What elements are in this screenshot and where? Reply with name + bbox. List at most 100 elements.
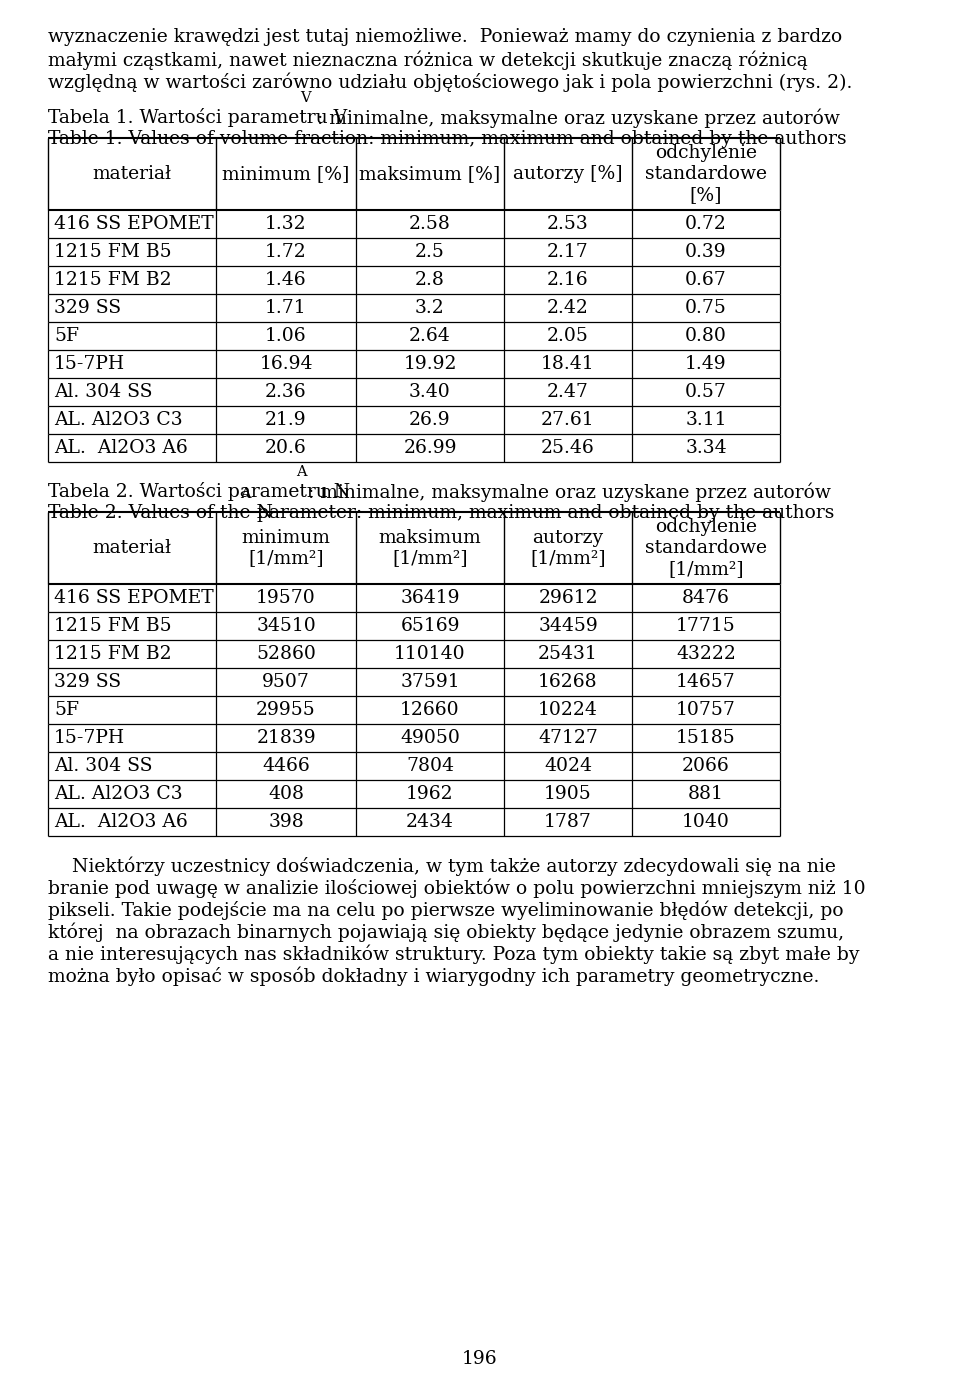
Text: branie pod uwagę w analizie ilościowej obiektów o polu powierzchni mniejszym niż: branie pod uwagę w analizie ilościowej o… [48,879,866,898]
Text: 4466: 4466 [262,757,310,775]
Text: 110140: 110140 [395,644,466,662]
Text: 25.46: 25.46 [541,439,595,457]
Text: 49050: 49050 [400,728,460,746]
Text: autorzy [%]: autorzy [%] [514,165,623,183]
Text: 0.57: 0.57 [685,383,727,401]
Text: 2.53: 2.53 [547,215,588,233]
Text: 18.41: 18.41 [541,355,595,373]
Text: 1.72: 1.72 [265,242,307,262]
Text: AL.  Al2O3 A6: AL. Al2O3 A6 [54,439,188,457]
Text: 65169: 65169 [400,617,460,635]
Text: Table 1. Values of volume fraction: minimum, maximum and obtained by the authors: Table 1. Values of volume fraction: mini… [48,129,847,147]
Text: Tabela 1. Wartości parametru V: Tabela 1. Wartości parametru V [48,107,348,127]
Text: 5F: 5F [54,326,79,346]
Text: 16268: 16268 [539,673,598,691]
Text: 0.80: 0.80 [685,326,727,346]
Text: 52860: 52860 [256,644,316,662]
Text: 0.67: 0.67 [685,271,727,289]
Text: 1787: 1787 [544,812,592,830]
Text: AL.  Al2O3 A6: AL. Al2O3 A6 [54,812,188,830]
Text: 1.46: 1.46 [265,271,307,289]
Text: 2.17: 2.17 [547,242,588,262]
Text: 8476: 8476 [682,589,730,607]
Text: 16.94: 16.94 [259,355,313,373]
Text: 2.64: 2.64 [409,326,451,346]
Text: AL. Al2O3 C3: AL. Al2O3 C3 [54,785,182,803]
Text: 36419: 36419 [400,589,460,607]
Text: materiał: materiał [92,165,172,183]
Text: A: A [296,465,306,479]
Text: 2.47: 2.47 [547,383,588,401]
Text: materiał: materiał [92,538,172,558]
Text: 1962: 1962 [406,785,454,803]
Text: 2.05: 2.05 [547,326,588,346]
Text: 2.16: 2.16 [547,271,588,289]
Text: Al. 304 SS: Al. 304 SS [54,757,153,775]
Text: parameter: minimum, maximum and obtained by the authors: parameter: minimum, maximum and obtained… [251,504,834,522]
Text: 398: 398 [268,812,304,830]
Text: 19570: 19570 [256,589,316,607]
Text: 34510: 34510 [256,617,316,635]
Text: Niektórzy uczestnicy doświadczenia, w tym także autorzy zdecydowali się na nie: Niektórzy uczestnicy doświadczenia, w ty… [48,856,836,876]
Text: Al. 304 SS: Al. 304 SS [54,383,153,401]
Text: 17715: 17715 [676,617,736,635]
Text: 2.36: 2.36 [265,383,307,401]
Text: Table 2. Values of the N: Table 2. Values of the N [48,504,273,522]
Text: 15-7PH: 15-7PH [54,728,125,746]
Text: a nie interesujących nas składników struktury. Poza tym obiekty takie są zbyt ma: a nie interesujących nas składników stru… [48,945,859,964]
Text: odchylenie
standardowe
[%]: odchylenie standardowe [%] [645,145,767,204]
Text: 19.92: 19.92 [403,355,457,373]
Text: 43222: 43222 [676,644,736,662]
Text: 1.32: 1.32 [265,215,307,233]
Text: 1215 FM B5: 1215 FM B5 [54,242,172,262]
Text: 0.75: 0.75 [685,299,727,317]
Text: 2434: 2434 [406,812,454,830]
Text: 27.61: 27.61 [541,410,595,430]
Text: 26.9: 26.9 [409,410,451,430]
Text: 47127: 47127 [538,728,598,746]
Text: maksimum [%]: maksimum [%] [359,165,500,183]
Text: można było opisać w sposób dokładny i wiarygodny ich parametry geometryczne.: można było opisać w sposób dokładny i wi… [48,967,820,986]
Text: AL. Al2O3 C3: AL. Al2O3 C3 [54,410,182,430]
Text: 416 SS EPOMET: 416 SS EPOMET [54,215,214,233]
Text: 3.40: 3.40 [409,383,451,401]
Text: 29955: 29955 [256,701,316,719]
Text: 5F: 5F [54,701,79,719]
Text: 1215 FM B2: 1215 FM B2 [54,271,172,289]
Text: której  na obrazach binarnych pojawiają się obiekty będące jedynie obrazem szumu: której na obrazach binarnych pojawiają s… [48,923,844,942]
Text: 2.5: 2.5 [415,242,444,262]
Text: autorzy
[1/mm²]: autorzy [1/mm²] [530,529,606,567]
Text: odchylenie
standardowe
[1/mm²]: odchylenie standardowe [1/mm²] [645,518,767,578]
Text: 2066: 2066 [683,757,730,775]
Text: A: A [240,487,251,501]
Text: wyznaczenie krawędzi jest tutaj niemożliwe.  Ponieważ mamy do czynienia z bardzo: wyznaczenie krawędzi jest tutaj niemożli… [48,28,842,45]
Text: 1905: 1905 [544,785,592,803]
Text: 881: 881 [688,785,724,803]
Text: 3.11: 3.11 [685,410,727,430]
Text: maksimum
[1/mm²]: maksimum [1/mm²] [378,529,481,567]
Text: 0.39: 0.39 [685,242,727,262]
Text: 15185: 15185 [676,728,736,746]
Text: 10224: 10224 [538,701,598,719]
Text: 1.71: 1.71 [265,299,307,317]
Text: 25431: 25431 [539,644,598,662]
Text: 34459: 34459 [539,617,598,635]
Text: 26.99: 26.99 [403,439,457,457]
Text: 37591: 37591 [400,673,460,691]
Text: V: V [300,91,311,105]
Text: Tabela 2. Wartości parametru N: Tabela 2. Wartości parametru N [48,482,350,501]
Text: 408: 408 [268,785,304,803]
Text: 21839: 21839 [256,728,316,746]
Text: 1.06: 1.06 [265,326,307,346]
Text: pikseli. Takie podejście ma na celu po pierwsze wyeliminowanie błędów detekcji, : pikseli. Takie podejście ma na celu po p… [48,901,844,920]
Text: 7804: 7804 [406,757,454,775]
Text: minimum [%]: minimum [%] [223,165,349,183]
Text: : minimalne, maksymalne oraz uzyskane przez autorów: : minimalne, maksymalne oraz uzyskane pr… [308,482,830,501]
Text: 1215 FM B2: 1215 FM B2 [54,644,172,662]
Text: 2.58: 2.58 [409,215,451,233]
Text: minimum
[1/mm²]: minimum [1/mm²] [242,529,330,567]
Text: 9507: 9507 [262,673,310,691]
Text: 20.6: 20.6 [265,439,307,457]
Text: 329 SS: 329 SS [54,299,121,317]
Text: 3.34: 3.34 [685,439,727,457]
